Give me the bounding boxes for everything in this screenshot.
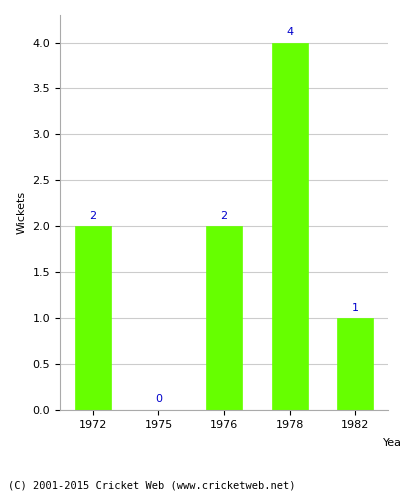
Bar	[206, 226, 242, 410]
Y-axis label: Wickets: Wickets	[17, 191, 27, 234]
X-axis label: Year: Year	[383, 438, 400, 448]
Text: (C) 2001-2015 Cricket Web (www.cricketweb.net): (C) 2001-2015 Cricket Web (www.cricketwe…	[8, 480, 296, 490]
Bar	[75, 226, 111, 410]
Text: 1: 1	[352, 302, 358, 312]
Bar	[272, 42, 308, 410]
Text: 2: 2	[220, 211, 228, 221]
Text: 4: 4	[286, 27, 293, 37]
Text: 0: 0	[155, 394, 162, 404]
Text: 2: 2	[89, 211, 96, 221]
Bar	[337, 318, 373, 410]
